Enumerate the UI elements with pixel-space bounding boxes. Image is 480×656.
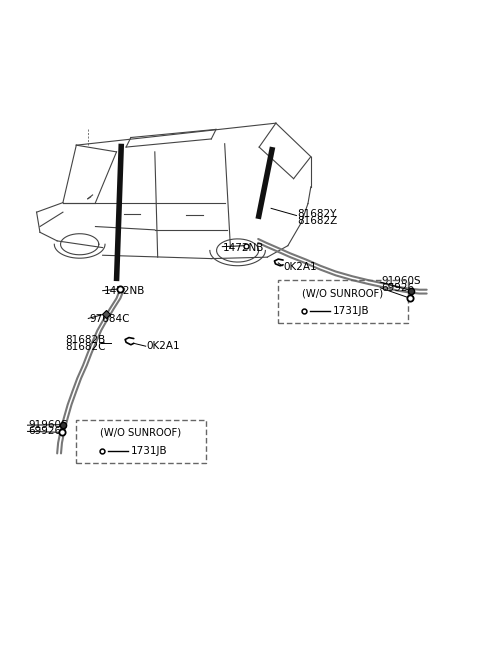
- Bar: [76, 420, 205, 463]
- Text: 1472NB: 1472NB: [223, 243, 264, 253]
- Text: 0K2A1: 0K2A1: [147, 341, 180, 351]
- Text: 1731JB: 1731JB: [333, 306, 369, 316]
- Text: 81682B: 81682B: [65, 335, 106, 346]
- Text: 81682Y: 81682Y: [298, 209, 337, 219]
- Text: 91960S: 91960S: [381, 276, 421, 286]
- Text: 69926: 69926: [381, 283, 414, 293]
- Text: 81682C: 81682C: [65, 342, 106, 352]
- Text: 1472NB: 1472NB: [104, 285, 145, 296]
- Text: 0K2A1: 0K2A1: [283, 262, 317, 272]
- Text: 69926: 69926: [28, 426, 61, 436]
- Text: (W/O SUNROOF): (W/O SUNROOF): [100, 428, 181, 438]
- Text: 1731JB: 1731JB: [131, 446, 167, 456]
- Text: 97684C: 97684C: [89, 314, 130, 324]
- Text: (W/O SUNROOF): (W/O SUNROOF): [302, 288, 384, 298]
- Text: 91960S: 91960S: [28, 420, 68, 430]
- Bar: [278, 280, 408, 323]
- Text: 81682Z: 81682Z: [298, 216, 338, 226]
